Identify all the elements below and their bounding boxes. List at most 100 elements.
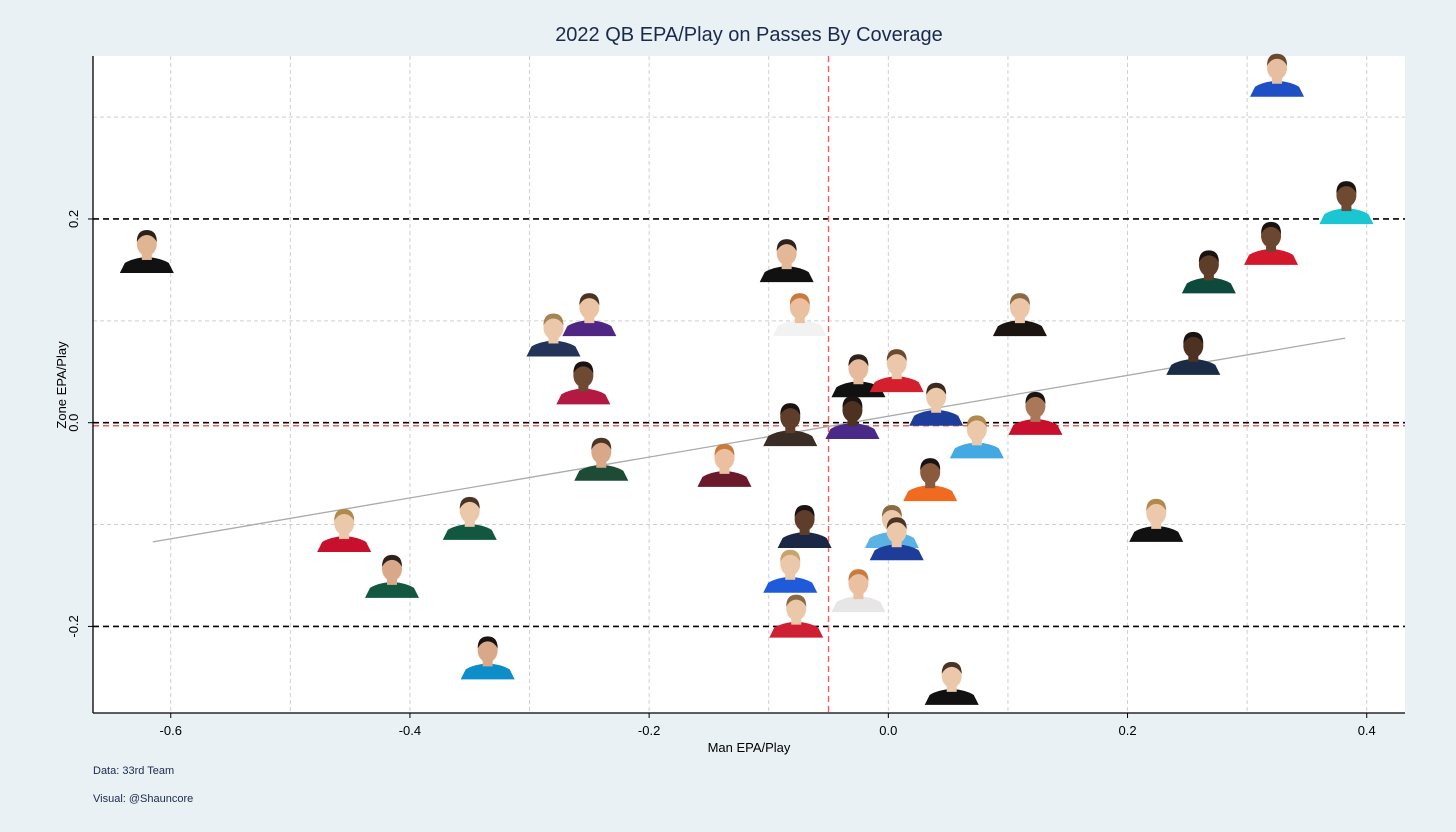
- face-shape: [334, 511, 355, 536]
- face-shape: [1198, 252, 1219, 277]
- qb-headshot-marker: [831, 569, 886, 613]
- hair-shape: [459, 496, 480, 509]
- neck-shape: [931, 405, 942, 413]
- neck-shape: [781, 262, 792, 270]
- qb-headshot-marker: [949, 415, 1004, 459]
- hair-shape: [1009, 293, 1030, 306]
- jersey-shape: [949, 442, 1004, 459]
- face-shape: [1267, 55, 1288, 80]
- face-shape: [1025, 393, 1046, 418]
- neck-shape: [578, 384, 589, 392]
- neck-shape: [464, 519, 475, 527]
- hair-shape: [848, 569, 869, 582]
- face-shape: [789, 295, 810, 320]
- neck-shape: [584, 316, 595, 324]
- neck-shape: [791, 617, 802, 625]
- jersey-shape: [1166, 358, 1221, 375]
- qb-headshot-marker: [772, 293, 827, 337]
- hair-shape: [1146, 498, 1167, 511]
- jersey-shape: [924, 688, 979, 705]
- neck-shape: [847, 418, 858, 426]
- jersey-shape: [526, 340, 581, 357]
- neck-shape: [386, 577, 397, 585]
- qb-headshot-marker: [1166, 331, 1221, 375]
- neck-shape: [1014, 316, 1025, 324]
- jersey-shape: [460, 663, 515, 680]
- y-tick-label: 0.2: [66, 210, 81, 228]
- face-shape: [714, 445, 735, 470]
- hair-shape: [591, 437, 612, 450]
- y-tick-label: -0.2: [66, 615, 81, 637]
- jersey-shape: [1319, 208, 1374, 225]
- y-tick-label: 0.0: [66, 414, 81, 432]
- jersey-shape: [556, 388, 611, 405]
- qb-headshot-marker: [924, 661, 979, 705]
- neck-shape: [853, 592, 864, 600]
- hair-shape: [381, 554, 402, 567]
- hair-shape: [1183, 331, 1204, 344]
- qb-headshot-marker: [460, 636, 515, 680]
- trend-line: [152, 337, 1346, 543]
- qb-headshot-marker: [574, 437, 629, 481]
- neck-shape: [1266, 244, 1277, 252]
- trend-line-layer: [152, 337, 1346, 543]
- qb-headshot-marker: [903, 458, 958, 502]
- neck-shape: [482, 659, 493, 667]
- jersey-shape: [119, 256, 174, 273]
- qb-headshot-marker: [759, 239, 814, 283]
- face-shape: [381, 556, 402, 581]
- qb-headshot-marker: [763, 403, 818, 447]
- face-shape: [941, 663, 962, 688]
- qb-headshot-marker: [1244, 221, 1299, 265]
- face-shape: [579, 295, 600, 320]
- qb-headshot-marker: [556, 361, 611, 405]
- hair-shape: [714, 443, 735, 456]
- jersey-shape: [364, 581, 419, 598]
- qb-headshot-marker: [763, 549, 818, 593]
- face-shape: [780, 405, 801, 430]
- neck-shape: [596, 460, 607, 468]
- jersey-shape: [574, 464, 629, 481]
- jersey-shape: [825, 422, 880, 439]
- face-shape: [543, 315, 564, 340]
- neck-shape: [548, 336, 559, 344]
- hair-shape: [1336, 181, 1357, 194]
- neck-shape: [785, 426, 796, 434]
- hair-shape: [842, 395, 863, 408]
- x-tick-label: -0.4: [399, 723, 421, 738]
- scatter-chart: -0.6 -0.4 -0.2 0.0 0.2 0.4 -0.2 0.0 0.2 Man EPA/…: [54, 53, 1405, 755]
- face-shape: [886, 519, 907, 544]
- neck-shape: [799, 527, 810, 535]
- hair-shape: [966, 415, 987, 428]
- neck-shape: [1188, 354, 1199, 362]
- x-tick-label: 0.4: [1358, 723, 1376, 738]
- face-shape: [848, 356, 869, 381]
- axes: [92, 56, 1405, 714]
- neck-shape: [891, 540, 902, 548]
- hair-shape: [780, 403, 801, 416]
- jersey-shape: [1008, 418, 1063, 435]
- qb-headshot-marker: [697, 443, 752, 487]
- neck-shape: [1151, 521, 1162, 529]
- hair-shape: [573, 361, 594, 374]
- jersey-shape: [562, 320, 617, 337]
- neck-shape: [141, 252, 152, 260]
- qb-headshot-marker: [1319, 181, 1374, 225]
- ticks: -0.6 -0.4 -0.2 0.0 0.2 0.4 -0.2 0.0 0.2: [66, 210, 1376, 738]
- neck-shape: [925, 481, 936, 489]
- face-shape: [1261, 223, 1282, 248]
- hair-shape: [789, 293, 810, 306]
- qb-headshot-marker: [1181, 250, 1236, 294]
- hair-shape: [780, 549, 801, 562]
- jersey-shape: [992, 320, 1047, 337]
- neck-shape: [339, 532, 350, 540]
- qb-headshot-marker: [526, 313, 581, 357]
- face-shape: [920, 460, 941, 485]
- face-shape: [886, 351, 907, 376]
- hair-shape: [477, 636, 498, 649]
- data-points: [119, 53, 1374, 705]
- jersey-shape: [1181, 277, 1236, 294]
- x-tick-label: 0.0: [879, 723, 897, 738]
- qb-headshot-marker: [562, 293, 617, 337]
- hair-shape: [1261, 221, 1282, 234]
